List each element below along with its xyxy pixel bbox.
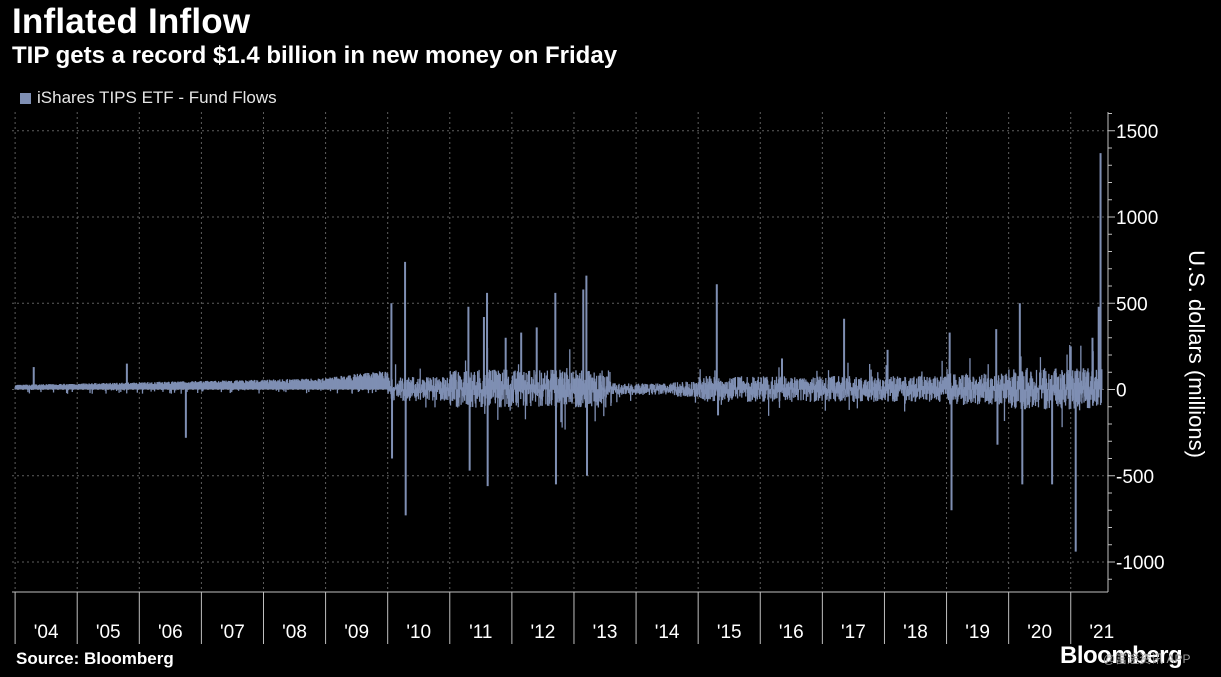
x-tick-label: '11 (469, 622, 492, 643)
grid-lines (12, 112, 1108, 592)
x-tick-label: '19 (965, 622, 990, 643)
x-tick-label: '09 (344, 622, 369, 643)
data-bars (14, 153, 1103, 552)
y-axis-label: U.S. dollars (millions) (1184, 250, 1209, 458)
axes (12, 112, 1115, 644)
x-tick-label: '17 (841, 622, 866, 643)
chart-title: Inflated Inflow (12, 2, 251, 41)
source-note: Source: Bloomberg (16, 649, 174, 668)
x-tick-label: '10 (406, 622, 431, 643)
x-tick-label: '07 (220, 622, 245, 643)
y-tick-label: 0 (1116, 381, 1127, 402)
x-tick-label: '08 (282, 622, 307, 643)
x-tick-label: '06 (158, 622, 183, 643)
y-tick-label: -500 (1116, 467, 1154, 488)
tick-labels: 1500 1000 500 0 -500 -1000 '04 '05 '06 '07 '08 '09 '… (34, 122, 1165, 643)
legend-swatch (20, 92, 31, 104)
y-tick-label: 1500 (1116, 122, 1158, 143)
x-tick-label: '20 (1027, 622, 1052, 643)
legend: iShares TIPS ETF - Fund Flows (20, 88, 277, 108)
x-tick-label: '16 (779, 622, 804, 643)
x-tick-label: '13 (593, 622, 618, 643)
x-tick-label: '12 (531, 622, 556, 643)
x-tick-label: '21 (1089, 622, 1114, 643)
x-tick-label: '05 (96, 622, 121, 643)
legend-label: iShares TIPS ETF - Fund Flows (37, 88, 277, 107)
brand-logo: Bloomberg (1060, 642, 1183, 669)
chart-subtitle: TIP gets a record $1.4 billion in new mo… (12, 42, 618, 69)
y-tick-label: -1000 (1116, 553, 1165, 574)
x-tick-label: '15 (717, 622, 742, 643)
y-tick-label: 500 (1116, 294, 1148, 315)
x-tick-label: '14 (655, 622, 680, 643)
y-tick-label: 1000 (1116, 208, 1158, 229)
x-tick-label: '18 (903, 622, 928, 643)
x-tick-label: '04 (34, 622, 59, 643)
watermark: @富途资讯 APP (1103, 652, 1191, 666)
